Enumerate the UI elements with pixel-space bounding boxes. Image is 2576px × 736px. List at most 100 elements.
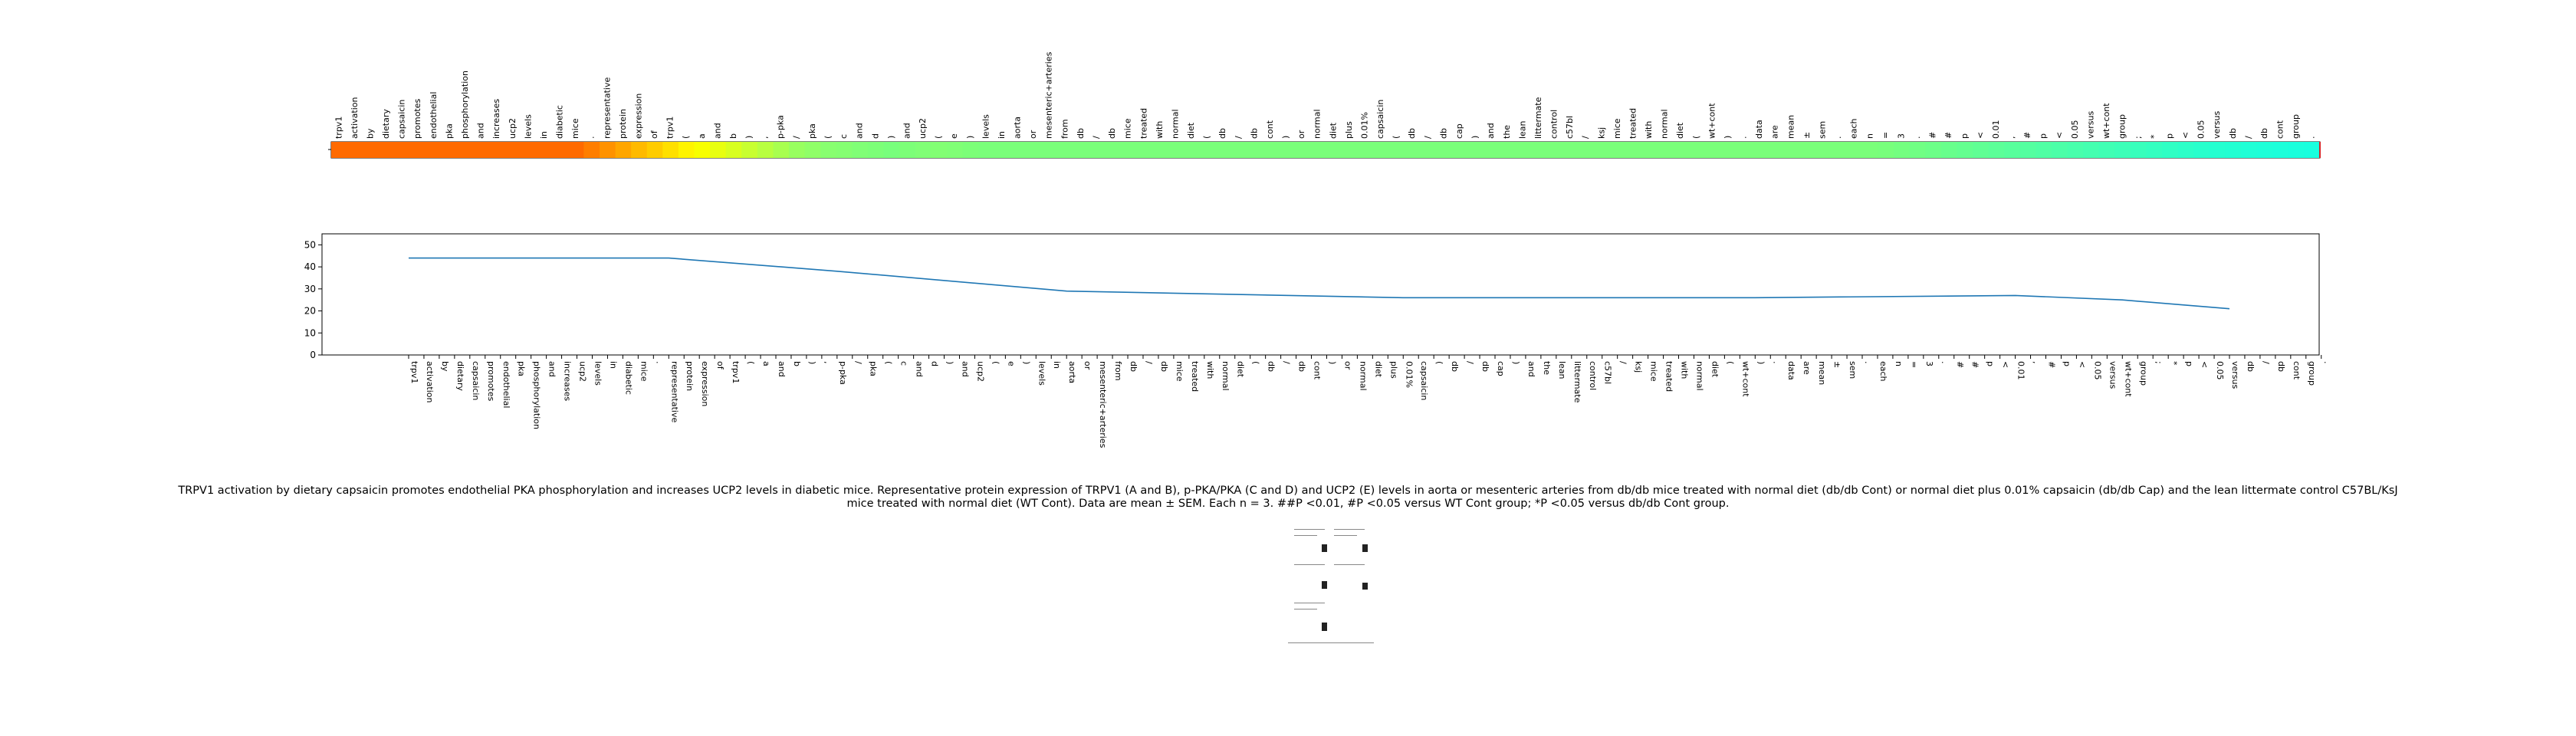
colorbar-cell	[2241, 142, 2258, 158]
colorbar-cell	[2304, 142, 2321, 158]
colorbar-token-label: /	[791, 136, 801, 139]
x-tick-label: lean	[1557, 361, 1567, 380]
colorbar-token-label: levels	[981, 114, 991, 139]
x-tick-label: the	[1542, 361, 1552, 375]
x-tick-label: control	[1588, 361, 1598, 390]
colorbar-cell	[347, 142, 363, 158]
x-tick-label: (	[1251, 361, 1261, 364]
colorbar-cell	[1657, 142, 1674, 158]
colorbar-token-label: *	[2149, 134, 2159, 139]
colorbar-token-label: mean	[1786, 115, 1796, 139]
colorbar-token-label: db	[1249, 128, 1259, 139]
colorbar-token-label: <	[2054, 132, 2064, 139]
colorbar-token-label: db	[1217, 128, 1227, 139]
colorbar-cell	[536, 142, 553, 158]
x-tick-label: db	[1159, 361, 1169, 372]
colorbar-token-label: or	[1296, 130, 1306, 139]
colorbar-cell	[615, 142, 632, 158]
colorbar-cell	[488, 142, 506, 158]
colorbar-cell	[1467, 142, 1484, 158]
colorbar-token-label: p	[2039, 133, 2049, 139]
colorbar-token-label: normal	[1660, 109, 1670, 139]
x-tick-label: treated	[1190, 361, 1200, 392]
colorbar-token-label: and	[1486, 123, 1496, 139]
colorbar-token-label: 3	[1896, 133, 1906, 139]
colorbar-token-label: and	[476, 123, 486, 139]
x-tick-label: expression	[700, 361, 710, 406]
colorbar-cell	[1815, 142, 1832, 158]
colorbar-cell	[1515, 142, 1532, 158]
x-tick-label: aorta	[1067, 361, 1077, 383]
x-tick-label: from	[1113, 361, 1123, 381]
colorbar-cell	[899, 142, 916, 158]
colorbar-cell	[1010, 142, 1027, 158]
colorbar-cell	[773, 142, 790, 158]
colorbar-cell	[1736, 142, 1753, 158]
y-tick-label: 10	[304, 327, 316, 338]
colorbar-token-label: )	[886, 136, 896, 139]
x-tick-label: each	[1878, 361, 1888, 382]
x-tick-label: normal	[1694, 361, 1704, 391]
colorbar-token-label: (	[681, 136, 691, 139]
x-tick-label: and	[777, 361, 787, 377]
colorbar-token-label: diet	[1186, 122, 1196, 139]
x-tick-label: /	[2261, 361, 2271, 364]
colorbar-cell	[1404, 142, 1421, 158]
x-tick-label: with	[1680, 361, 1690, 379]
colorbar-token-label: and	[855, 123, 865, 139]
colorbar-token-label: 0.01%	[1359, 112, 1369, 139]
x-tick-label: activation	[425, 361, 435, 403]
x-tick-label: cont	[1313, 361, 1322, 380]
y-tick-label: 50	[304, 239, 316, 250]
x-tick-label: )	[1021, 361, 1031, 364]
x-tick-label: sem	[1848, 361, 1858, 379]
colorbar-token-label: /	[1423, 136, 1433, 139]
x-tick-label: #	[2047, 361, 2057, 368]
x-tick-label: p	[1986, 361, 1996, 366]
colorbar-cell	[962, 142, 979, 158]
colorbar-token-label: pka	[444, 123, 454, 139]
colorbar-cell	[1041, 142, 1058, 158]
colorbar-cell	[331, 142, 348, 158]
colorbar-token-label: .	[1912, 136, 1922, 140]
colorbar-cell	[710, 142, 727, 158]
x-tick-label: dietary	[455, 361, 465, 391]
colorbar-token-label: /	[1581, 136, 1591, 139]
x-tick-label: with	[1205, 361, 1215, 379]
x-tick-label: of	[715, 361, 725, 370]
x-tick-label: n	[1894, 361, 1904, 366]
x-tick-label: (	[884, 361, 894, 364]
x-tick-label: capsaicin	[471, 361, 481, 400]
x-tick-label: diet	[1710, 361, 1720, 378]
colorbar-token-label: and	[902, 123, 912, 139]
colorbar-token-label: db	[2228, 128, 2238, 139]
x-tick-label: in	[608, 361, 618, 369]
colorbar-token-label: .	[1833, 136, 1843, 140]
colorbar-token-label: n	[1865, 133, 1875, 139]
colorbar-token-label: a	[697, 133, 707, 139]
x-tick-label: data	[1786, 361, 1796, 380]
colorbar-token-label: expression	[633, 94, 643, 139]
colorbar-token-label: dietary	[381, 109, 391, 139]
x-tick-label: diabetic	[623, 361, 633, 395]
x-tick-label: group	[2307, 361, 2317, 386]
x-tick-label: increases	[563, 361, 573, 401]
colorbar-cell	[1326, 142, 1342, 158]
colorbar-cell	[1309, 142, 1326, 158]
x-tick-label: (	[1725, 361, 1735, 364]
colorbar-cell	[442, 142, 458, 158]
colorbar-token-label: normal	[1313, 109, 1322, 139]
colorbar-cell	[946, 142, 964, 158]
colorbar-cell	[994, 142, 1010, 158]
colorbar-cell	[1830, 142, 1847, 158]
x-tick-label: db	[1129, 361, 1138, 372]
colorbar-cell	[2114, 142, 2131, 158]
colorbar-cell	[1799, 142, 1815, 158]
colorbar-cell	[1341, 142, 1358, 158]
colorbar-cell	[2036, 142, 2052, 158]
x-tick-label: )	[1756, 361, 1766, 364]
colorbar-token-label: .	[586, 136, 596, 140]
x-tick-label: 0.05	[2092, 361, 2102, 380]
colorbar-token-label: /	[2243, 136, 2253, 139]
colorbar-token-label: db	[1107, 128, 1117, 139]
